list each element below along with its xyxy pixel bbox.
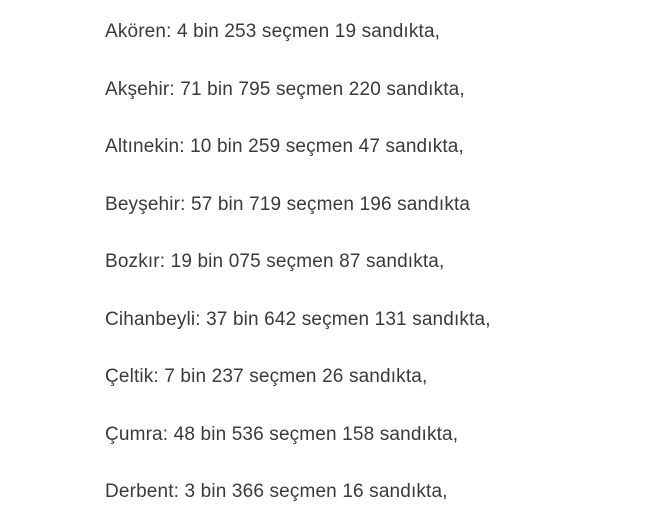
district-line-cihanbeyli: Cihanbeyli: 37 bin 642 seçmen 131 sandık… <box>105 308 491 330</box>
district-line-altinekin: Altınekin: 10 bin 259 seçmen 47 sandıkta… <box>105 136 464 157</box>
district-line-celtik: Çeltik: 7 bin 237 seçmen 26 sandıkta, <box>105 366 428 387</box>
district-line-cumra: Çumra: 48 bin 536 seçmen 158 sandıkta, <box>105 423 459 445</box>
district-line-bozkir: Bozkır: 19 bin 075 seçmen 87 sandıkta, <box>105 251 445 272</box>
article-body: Akören: 4 bin 253 seçmen 19 sandıkta, Ak… <box>105 21 491 502</box>
district-line-aksehir: Akşehir: 71 bin 795 seçmen 220 sandıkta, <box>105 78 465 100</box>
district-line-beysehir: Beyşehir: 57 bin 719 seçmen 196 sandıkta <box>105 193 471 215</box>
district-line-derbent: Derbent: 3 bin 366 seçmen 16 sandıkta, <box>105 481 448 502</box>
district-line-akoren: Akören: 4 bin 253 seçmen 19 sandıkta, <box>105 21 441 42</box>
